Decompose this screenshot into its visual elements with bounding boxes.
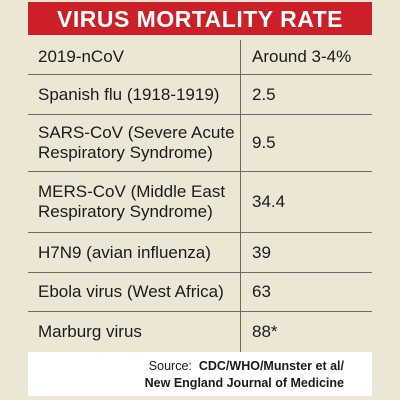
table-row: H7N9 (avian influenza) 39	[28, 233, 372, 273]
virus-name: 2019-nCoV	[38, 47, 125, 66]
table-row: Spanish flu (1918-1919) 2.5	[28, 75, 372, 115]
page-title: VIRUS MORTALITY RATE	[28, 2, 372, 35]
virus-name: Spanish flu (1918-1919)	[38, 84, 220, 104]
mortality-card: VIRUS MORTALITY RATE 2019-nCoV Around 3-…	[28, 2, 372, 398]
virus-name: SARS-CoV (Severe Acute Respiratory Syndr…	[38, 123, 235, 162]
virus-name: MERS-CoV (Middle East Respiratory Syndro…	[38, 182, 226, 221]
table-row: MERS-CoV (Middle East Respiratory Syndro…	[28, 172, 372, 233]
source-note: Source: CDC/WHO/Munster et al/ New Engla…	[28, 352, 372, 396]
source-line-2: New England Journal of Medicine	[144, 376, 344, 390]
mortality-rate: 9.5	[252, 133, 276, 152]
source-label: Source:	[148, 359, 192, 373]
mortality-rate: Around 3-4%	[252, 47, 352, 66]
source-line-1: CDC/WHO/Munster et al/	[198, 359, 344, 373]
mortality-rate: 2.5	[252, 84, 276, 104]
virus-name: H7N9 (avian influenza)	[38, 242, 211, 262]
table-row: 2019-nCoV Around 3-4%	[28, 40, 372, 75]
mortality-rate: 34.4	[252, 192, 286, 211]
table-row: Marburg virus 88*	[28, 312, 372, 352]
virus-name: Ebola virus (West Africa)	[38, 282, 224, 301]
table-row: Ebola virus (West Africa) 63	[28, 273, 372, 312]
mortality-rate: 63	[252, 282, 271, 301]
virus-name: Marburg virus	[38, 322, 142, 341]
table-row: SARS-CoV (Severe Acute Respiratory Syndr…	[28, 115, 372, 172]
column-divider	[240, 40, 241, 352]
mortality-rate: 39	[252, 242, 271, 262]
mortality-rate: 88*	[252, 322, 278, 341]
